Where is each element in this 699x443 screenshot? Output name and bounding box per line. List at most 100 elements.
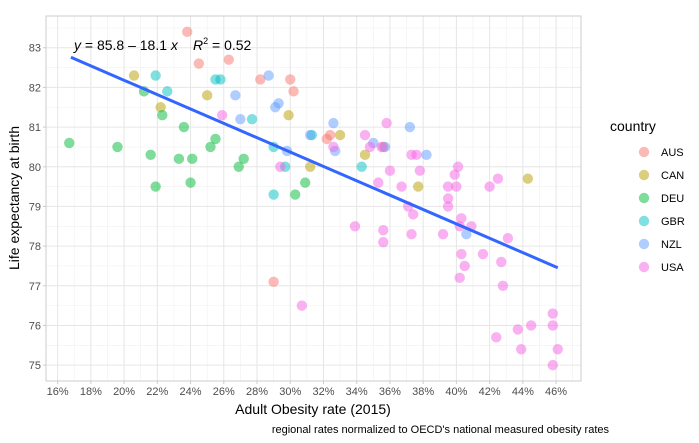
legend-item-nzl: NZL bbox=[638, 238, 682, 251]
point-can bbox=[155, 102, 166, 113]
x-axis-title: Adult Obesity rate (2015) bbox=[235, 401, 391, 417]
x-tick-label: 16% bbox=[47, 386, 69, 398]
point-usa bbox=[496, 256, 507, 268]
x-tick-label: 38% bbox=[412, 386, 434, 398]
point-usa bbox=[449, 169, 460, 180]
y-tick-label: 82 bbox=[29, 82, 41, 94]
point-gbr bbox=[150, 70, 161, 81]
point-gbr bbox=[268, 189, 279, 200]
point-usa bbox=[459, 260, 470, 272]
legend-label: CAN bbox=[661, 170, 684, 182]
point-nzl bbox=[328, 117, 339, 129]
point-usa bbox=[378, 225, 389, 236]
point-usa bbox=[364, 141, 376, 153]
regression-r2: R2 = 0.52 bbox=[193, 36, 252, 53]
point-usa bbox=[396, 181, 407, 192]
legend-key bbox=[638, 192, 650, 204]
legend-label: AUS bbox=[661, 147, 684, 159]
legend-item-can: CAN bbox=[638, 169, 684, 182]
y-tick-label: 78 bbox=[29, 241, 41, 253]
point-deu bbox=[145, 149, 156, 161]
x-tick-label: 36% bbox=[379, 386, 401, 398]
point-usa bbox=[328, 141, 339, 153]
point-deu bbox=[238, 153, 249, 165]
regression-equation: y = 85.8 – 18.1 x bbox=[73, 37, 179, 53]
point-deu bbox=[210, 133, 221, 145]
point-usa bbox=[216, 109, 228, 121]
point-usa bbox=[411, 149, 422, 161]
point-nzl bbox=[235, 113, 246, 125]
point-usa bbox=[512, 324, 524, 335]
chart-caption: regional rates normalized to OECD's nati… bbox=[272, 424, 610, 436]
point-usa bbox=[442, 193, 454, 204]
point-deu bbox=[205, 141, 216, 153]
x-tick-label: 22% bbox=[146, 386, 168, 398]
x-tick-label: 24% bbox=[180, 386, 202, 398]
x-tick-label: 44% bbox=[512, 386, 534, 398]
point-can bbox=[283, 109, 294, 121]
point-usa bbox=[378, 236, 389, 248]
point-can bbox=[334, 129, 346, 141]
panel-border bbox=[45, 15, 582, 382]
point-usa bbox=[384, 165, 396, 176]
y-tick-label: 77 bbox=[29, 281, 41, 293]
data-points bbox=[64, 26, 563, 371]
legend-key bbox=[638, 169, 650, 181]
regression-label: y = 85.8 – 18.1 x R2 = 0.52 bbox=[73, 36, 252, 53]
point-deu bbox=[290, 189, 301, 200]
point-deu bbox=[150, 181, 161, 192]
x-tick-label: 42% bbox=[479, 386, 501, 398]
point-nzl bbox=[421, 149, 432, 161]
x-tick-label: 26% bbox=[213, 386, 235, 398]
point-aus bbox=[255, 74, 266, 85]
point-usa bbox=[477, 248, 489, 260]
point-gbr bbox=[356, 161, 367, 172]
point-can bbox=[304, 161, 316, 172]
y-tick-label: 75 bbox=[29, 360, 41, 372]
legend-key bbox=[638, 261, 650, 273]
point-usa bbox=[359, 129, 371, 141]
point-usa bbox=[373, 177, 384, 188]
point-aus bbox=[324, 129, 336, 141]
point-aus bbox=[182, 26, 193, 38]
point-nzl bbox=[304, 129, 316, 141]
point-usa bbox=[381, 117, 392, 129]
point-deu bbox=[233, 161, 244, 172]
point-usa bbox=[525, 320, 537, 331]
point-usa bbox=[547, 359, 558, 371]
point-aus bbox=[285, 74, 296, 85]
point-aus bbox=[288, 86, 299, 97]
point-nzl bbox=[404, 121, 416, 133]
point-usa bbox=[414, 165, 426, 176]
panel-background bbox=[46, 16, 581, 381]
legend-item-usa: USA bbox=[638, 261, 684, 274]
point-usa bbox=[484, 181, 495, 192]
point-gbr bbox=[246, 113, 258, 125]
point-usa bbox=[407, 209, 419, 220]
legend-key bbox=[638, 146, 650, 158]
legend-item-deu: DEU bbox=[638, 192, 684, 205]
point-deu bbox=[187, 153, 198, 165]
legend-label: NZL bbox=[661, 239, 682, 251]
legend-title: country bbox=[610, 118, 656, 134]
point-usa bbox=[497, 280, 509, 291]
x-tick-label: 32% bbox=[312, 386, 334, 398]
x-tick-label: 46% bbox=[545, 386, 567, 398]
legend-label: USA bbox=[661, 262, 684, 274]
y-tick-label: 76 bbox=[29, 320, 41, 332]
legend-item-aus: AUS bbox=[638, 146, 684, 159]
point-usa bbox=[492, 173, 504, 184]
y-axis-title: Life expectancy at birth bbox=[6, 126, 22, 270]
point-aus bbox=[223, 54, 234, 65]
point-nzl bbox=[270, 102, 281, 113]
y-tick-label: 80 bbox=[29, 162, 41, 174]
point-usa bbox=[452, 161, 464, 172]
point-usa bbox=[491, 332, 502, 343]
point-can bbox=[201, 90, 213, 101]
point-deu bbox=[299, 177, 311, 188]
point-usa bbox=[515, 344, 527, 355]
legend-item-gbr: GBR bbox=[638, 215, 685, 228]
point-usa bbox=[275, 161, 286, 172]
point-usa bbox=[547, 320, 558, 331]
point-usa bbox=[406, 229, 417, 240]
